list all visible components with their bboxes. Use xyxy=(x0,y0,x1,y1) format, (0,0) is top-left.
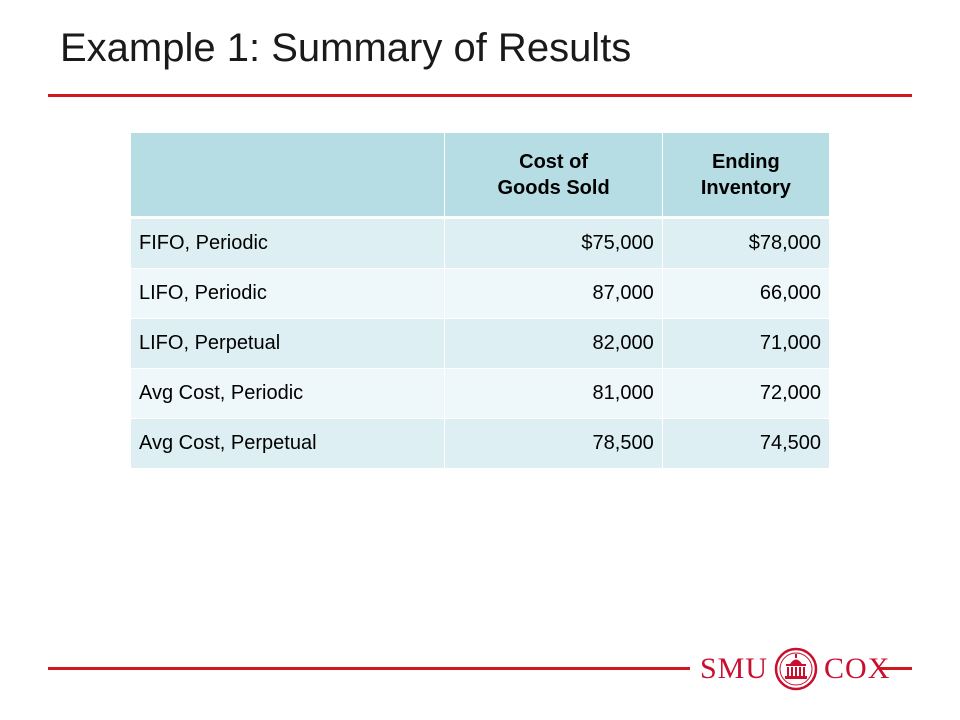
cogs-cell: 87,000 xyxy=(444,268,663,319)
inventory-cell: 74,500 xyxy=(662,418,829,469)
header-cost-of-goods-sold: Cost of Goods Sold xyxy=(444,133,663,219)
results-table: Cost of Goods Sold Ending Inventory FIFO… xyxy=(131,133,829,469)
row-label: FIFO, Periodic xyxy=(131,217,446,269)
header-blank-cell xyxy=(131,133,446,219)
footer-rule-right xyxy=(880,667,912,670)
title-underline-rule xyxy=(48,94,912,97)
cogs-cell: $75,000 xyxy=(444,217,663,269)
inventory-cell: 72,000 xyxy=(662,368,829,419)
logo-smu-text: SMU xyxy=(700,652,769,685)
row-label: Avg Cost, Periodic xyxy=(131,368,446,419)
header-inventory-line-1: Ending xyxy=(711,150,780,173)
footer-rule-left xyxy=(48,667,690,670)
header-inventory-line-2: Inventory xyxy=(700,176,791,199)
table-header-row: Cost of Goods Sold Ending Inventory xyxy=(131,133,829,219)
logo-cox-text: COX xyxy=(824,652,891,685)
row-label: LIFO, Periodic xyxy=(131,268,446,319)
inventory-cell: $78,000 xyxy=(662,217,829,269)
table-row: LIFO, Perpetual 82,000 71,000 xyxy=(131,318,829,369)
cogs-cell: 81,000 xyxy=(444,368,663,419)
cogs-cell: 82,000 xyxy=(444,318,663,369)
inventory-cell: 66,000 xyxy=(662,268,829,319)
cogs-cell: 78,500 xyxy=(444,418,663,469)
header-ending-inventory: Ending Inventory xyxy=(662,133,829,219)
slide-title: Example 1: Summary of Results xyxy=(60,26,632,70)
smu-dallas-hall-seal-icon xyxy=(774,647,818,691)
smu-cox-logo: SMU COX xyxy=(700,644,889,694)
table-row: LIFO, Periodic 87,000 66,000 xyxy=(131,268,829,319)
table-row: Avg Cost, Perpetual 78,500 74,500 xyxy=(131,418,829,469)
header-cogs-line-1: Cost of xyxy=(519,150,589,173)
inventory-cell: 71,000 xyxy=(662,318,829,369)
header-cogs-line-2: Goods Sold xyxy=(497,176,610,199)
row-label: LIFO, Perpetual xyxy=(131,318,446,369)
table-row: FIFO, Periodic $75,000 $78,000 xyxy=(131,217,829,269)
row-label: Avg Cost, Perpetual xyxy=(131,418,446,469)
table-row: Avg Cost, Periodic 81,000 72,000 xyxy=(131,368,829,419)
